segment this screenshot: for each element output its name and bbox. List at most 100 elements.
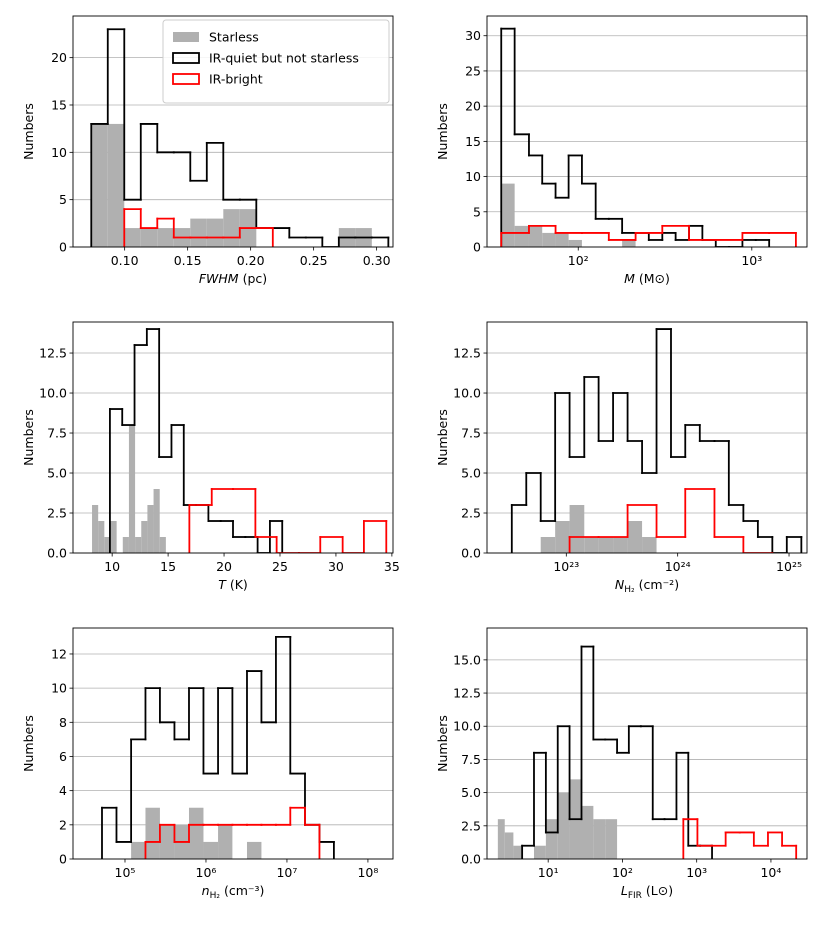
y-axis-label: Numbers — [435, 103, 450, 160]
x-tick-label: 10³ — [686, 865, 707, 880]
x-tick-label: 30 — [328, 559, 344, 574]
bar — [92, 505, 99, 553]
y-tick-label: 12 — [51, 646, 67, 661]
y-tick-label: 20 — [51, 50, 67, 65]
x-axis-label: LFIR (L⊙) — [621, 883, 673, 901]
x-axis-label: M (M⊙) — [624, 271, 670, 286]
x-tick-label: 0.20 — [237, 253, 265, 268]
x-tick-label: 20 — [216, 559, 232, 574]
x-axis-label: T (K) — [218, 577, 248, 592]
bar — [223, 209, 240, 247]
y-tick-label: 0.0 — [47, 546, 67, 561]
axes-frame — [486, 627, 808, 860]
bar — [528, 225, 543, 247]
y-tick-label: 10 — [51, 681, 67, 696]
plot-area — [497, 645, 798, 859]
y-tick-label: 8 — [59, 715, 67, 730]
legend-label: IR-quiet but not starless — [209, 51, 359, 66]
x-tick-label: 10⁸ — [357, 865, 378, 880]
bar — [140, 228, 158, 247]
bar — [122, 537, 129, 553]
y-tick-label: 2.5 — [461, 818, 481, 833]
x-label-unit: (cm⁻²) — [639, 577, 679, 592]
bar — [147, 505, 154, 553]
y-tick-label: 10.0 — [39, 386, 67, 401]
bar — [188, 807, 204, 859]
legend-label: Starless — [209, 30, 259, 45]
y-tick-label: 12.5 — [39, 346, 67, 361]
x-label-symbol: M — [624, 271, 635, 286]
x-label-symbol: N — [615, 577, 625, 592]
bar — [569, 505, 585, 553]
x-tick-label: 10⁵ — [115, 865, 136, 880]
axes-frame — [72, 321, 394, 554]
bar — [581, 805, 594, 859]
bar — [514, 225, 529, 247]
plot-area — [92, 328, 388, 553]
plot-area — [510, 328, 803, 553]
y-tick-label: 10 — [51, 145, 67, 160]
x-tick-label: 35 — [384, 559, 400, 574]
legend-label: IR-bright — [209, 72, 263, 87]
bar — [605, 819, 618, 859]
x-label-symbol: n — [202, 883, 210, 898]
x-label-unit: (M⊙) — [639, 271, 670, 286]
bar — [642, 537, 657, 553]
x-tick-label: 10² — [568, 253, 589, 268]
legend-swatch — [172, 52, 200, 64]
panel: 0.0 2.5 5.0 7.5 10.0 12.5 15.0 10¹ 10² 10³ 10⁴ LFIR… — [435, 627, 808, 901]
x-tick-label: 10²³ — [553, 559, 579, 574]
bar — [545, 819, 558, 859]
x-label-subscript: H₂ — [210, 891, 221, 901]
bar — [110, 521, 117, 553]
x-tick-label: 10⁷ — [276, 865, 297, 880]
y-tick-label: 2.5 — [461, 506, 481, 521]
x-label-unit: (L⊙) — [646, 883, 673, 898]
plot-area — [101, 635, 335, 859]
x-label-symbol: FWHM — [199, 271, 239, 286]
y-tick-label: 6 — [59, 749, 67, 764]
panel: 0 5 10 15 20 0.10 0.15 0.20 0.25 0.30 FWHM (pc) Numb… — [21, 15, 394, 286]
y-tick-label: 0.0 — [461, 546, 481, 561]
bar — [568, 239, 582, 247]
y-tick-label: 15.0 — [453, 652, 481, 667]
legend-swatch — [172, 73, 200, 85]
x-tick-label: 10² — [612, 865, 633, 880]
y-tick-label: 5.0 — [461, 785, 481, 800]
y-tick-label: 0.0 — [461, 852, 481, 867]
panel: 0 5 10 15 20 25 30 10² 10³ M (M⊙) Numbers — [435, 15, 808, 286]
plot-area — [90, 28, 390, 247]
x-tick-label: 0.15 — [174, 253, 202, 268]
bar — [203, 841, 219, 859]
y-tick-label: 7.5 — [461, 752, 481, 767]
y-tick-label: 7.5 — [461, 426, 481, 441]
y-axis-label: Numbers — [435, 409, 450, 466]
x-tick-label: 0.10 — [111, 253, 139, 268]
x-label-subscript: H₂ — [624, 585, 635, 595]
x-axis-label: NH₂ (cm⁻²) — [615, 577, 679, 595]
x-tick-label: 10³ — [741, 253, 762, 268]
bar — [555, 521, 570, 553]
bar — [159, 824, 175, 859]
bar — [246, 841, 262, 859]
bar — [584, 537, 599, 553]
y-tick-label: 2.5 — [47, 506, 67, 521]
bar — [555, 232, 569, 247]
y-tick-label: 30 — [465, 28, 481, 43]
bar — [627, 521, 643, 553]
y-axis-label: Numbers — [21, 409, 36, 466]
y-tick-label: 5 — [473, 204, 481, 219]
x-label-symbol: T — [218, 577, 227, 592]
bar — [533, 845, 546, 859]
bar — [190, 218, 207, 247]
bar — [135, 537, 142, 553]
y-tick-label: 0 — [473, 240, 481, 255]
bar — [501, 183, 515, 247]
panel: 0.0 2.5 5.0 7.5 10.0 12.5 10 15 20 25 30 35 T (K) Numb… — [21, 321, 400, 592]
y-tick-label: 0 — [59, 852, 67, 867]
legend-box — [162, 19, 390, 104]
y-tick-label: 12.5 — [453, 346, 481, 361]
axes-frame — [486, 321, 808, 554]
bar — [141, 521, 148, 553]
y-tick-label: 20 — [465, 99, 481, 114]
